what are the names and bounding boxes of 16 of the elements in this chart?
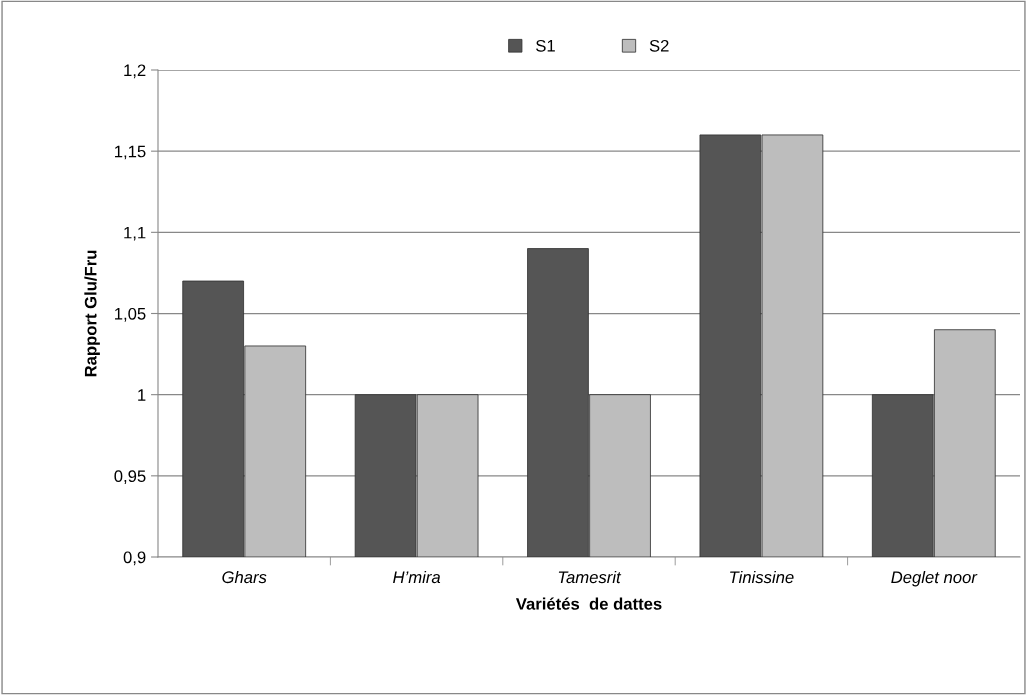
legend-label: S2 xyxy=(649,39,669,52)
x-tick-label: Ghars xyxy=(222,570,267,584)
x-tick-label: H’mira xyxy=(393,570,441,584)
y-tick-label: 1,15 xyxy=(115,145,146,160)
y-tick-label: 0,9 xyxy=(123,551,146,566)
y-tick-label: 1 xyxy=(138,389,146,401)
legend-label: S1 xyxy=(536,39,555,52)
y-tick-label: 1,1 xyxy=(124,226,146,241)
x-axis-title: Variétés de dattes xyxy=(515,597,662,610)
x-tick-label: Tinissine xyxy=(730,570,794,584)
x-tick-label: Deglet noor xyxy=(891,570,978,587)
y-tick-label: 0,95 xyxy=(114,470,146,485)
y-tick-label: 1,2 xyxy=(124,64,146,79)
y-tick-label: 1,05 xyxy=(115,307,146,322)
x-tick-label: Tamesrit xyxy=(558,570,622,584)
y-axis-title: Rapport Glu/Fru xyxy=(84,250,100,377)
